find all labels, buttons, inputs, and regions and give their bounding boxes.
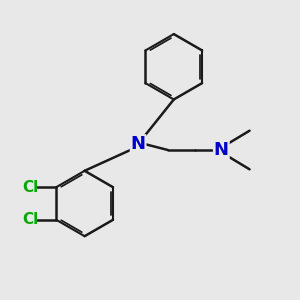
Text: N: N: [130, 135, 146, 153]
Text: N: N: [214, 141, 229, 159]
Text: Cl: Cl: [22, 212, 39, 227]
Text: Cl: Cl: [22, 180, 39, 195]
